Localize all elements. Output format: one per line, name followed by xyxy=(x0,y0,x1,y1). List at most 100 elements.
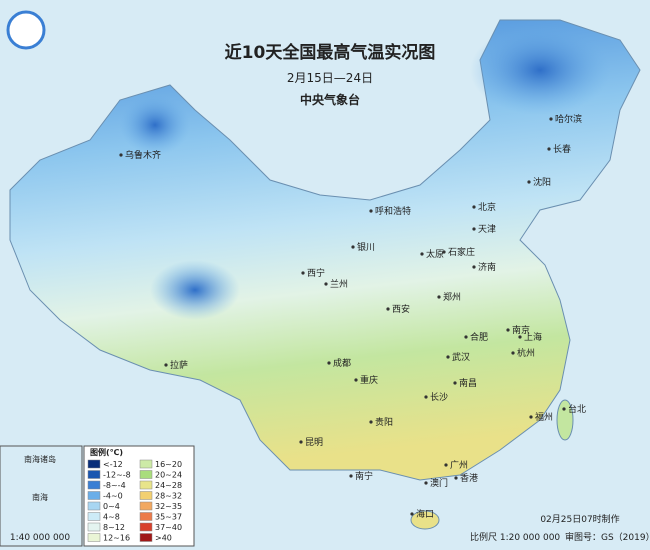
legend-box xyxy=(83,445,195,547)
city-dot xyxy=(301,271,305,275)
city-label: 长春 xyxy=(553,143,571,155)
city-dot xyxy=(119,153,123,157)
legend-label: -8~-4 xyxy=(103,481,126,490)
legend-label: >40 xyxy=(155,534,172,543)
city-dot xyxy=(410,512,414,516)
title: 近10天全国最高气温实况图 xyxy=(225,42,436,63)
legend-label: 16~20 xyxy=(155,460,182,469)
cold-area xyxy=(150,260,240,320)
city-label: 成都 xyxy=(333,357,351,369)
city-label: 武汉 xyxy=(452,351,470,363)
legend-label: 35~37 xyxy=(155,513,182,522)
city-label: 香港 xyxy=(460,472,478,484)
city-label: 合肥 xyxy=(470,331,488,343)
city-dot xyxy=(349,474,353,478)
city-label: 昆明 xyxy=(305,437,323,448)
legend-label: 37~40 xyxy=(155,523,182,532)
city-label: 西安 xyxy=(392,303,410,315)
scale: 比例尺 1:20 000 000 xyxy=(470,531,560,543)
legend-swatch xyxy=(139,501,153,511)
city-label: 银川 xyxy=(357,241,375,253)
city-label: 哈尔滨 xyxy=(555,113,582,125)
city-label: 石家庄 xyxy=(448,246,475,258)
city-label: 乌鲁木齐 xyxy=(125,149,161,161)
city-dot xyxy=(327,361,331,365)
city-label: 福州 xyxy=(535,411,553,423)
legend-label: 24~28 xyxy=(155,481,182,490)
legend-label: -12~-8 xyxy=(103,471,131,480)
city-dot xyxy=(420,252,424,256)
taiwan xyxy=(556,399,574,441)
city-label: 上海 xyxy=(524,331,542,343)
legend-swatch xyxy=(139,522,153,532)
legend-swatch xyxy=(87,501,101,511)
cold-area xyxy=(120,95,190,155)
city-dot xyxy=(299,440,303,444)
city-label: 南昌 xyxy=(459,377,477,389)
legend-label: <-12 xyxy=(103,460,123,469)
city-label: 呼和浩特 xyxy=(375,205,411,217)
legend-swatch xyxy=(87,512,101,521)
agency: 中央气象台 xyxy=(300,92,360,107)
city-dot xyxy=(424,481,428,485)
city-label: 海口 xyxy=(416,508,434,520)
city-dot xyxy=(472,205,476,209)
city-dot xyxy=(354,378,358,382)
city-label: 拉萨 xyxy=(170,359,188,371)
city-label: 西宁 xyxy=(307,267,325,279)
legend-label: 32~35 xyxy=(155,502,182,511)
city-label: 南宁 xyxy=(355,470,373,482)
subtitle: 2月15日—24日 xyxy=(287,71,373,85)
city-label: 沈阳 xyxy=(533,176,551,188)
legend-label: 8~12 xyxy=(103,523,125,532)
city-dot xyxy=(351,245,355,249)
city-label: 台北 xyxy=(568,403,586,415)
inset-scale: 1:40 000 000 xyxy=(10,533,71,543)
city-dot xyxy=(549,117,553,121)
legend-swatch xyxy=(139,491,153,500)
approval: 审图号：GS（2019）3082号 xyxy=(565,531,650,543)
city-label: 杭州 xyxy=(517,347,535,359)
legend-swatch xyxy=(139,512,153,521)
city-dot xyxy=(506,328,510,332)
city-dot xyxy=(562,407,566,411)
city-label: 广州 xyxy=(450,459,468,471)
legend-swatch xyxy=(139,533,153,542)
legend-swatch xyxy=(139,459,153,469)
legend-swatch xyxy=(139,480,153,490)
city-label: 天津 xyxy=(478,224,496,235)
city-label: 长沙 xyxy=(430,391,448,403)
city-dot xyxy=(547,147,551,151)
city-dot xyxy=(444,463,448,467)
city-dot xyxy=(324,282,328,286)
city-label: 澳门 xyxy=(430,477,448,489)
legend-label: 4~8 xyxy=(103,513,120,522)
city-dot xyxy=(386,307,390,311)
city-dot xyxy=(511,351,515,355)
city-label: 北京 xyxy=(478,201,496,213)
city-dot xyxy=(472,265,476,269)
hainan xyxy=(410,510,440,530)
inset-sea: 南海 xyxy=(32,492,48,502)
legend-label: 12~16 xyxy=(103,534,130,543)
inset-title: 南海诸岛 xyxy=(24,454,56,464)
city-label: 兰州 xyxy=(330,278,348,290)
city-dot xyxy=(529,415,533,419)
city-dot xyxy=(164,363,168,367)
legend-label: 0~4 xyxy=(103,502,120,511)
city-label: 济南 xyxy=(478,261,496,273)
legend-swatch xyxy=(87,533,101,542)
city-dot xyxy=(437,295,441,299)
city-label: 郑州 xyxy=(443,291,461,303)
legend-label: 20~24 xyxy=(155,471,182,480)
legend-swatch xyxy=(87,491,101,500)
city-dot xyxy=(424,395,428,399)
logo xyxy=(6,10,46,50)
city-dot xyxy=(369,420,373,424)
inset-box xyxy=(0,445,83,547)
legend-title: 图例(℃) xyxy=(90,447,123,457)
made-date: 02月25日07时制作 xyxy=(540,513,619,525)
legend-swatch xyxy=(87,522,101,532)
legend-swatch xyxy=(139,470,153,479)
